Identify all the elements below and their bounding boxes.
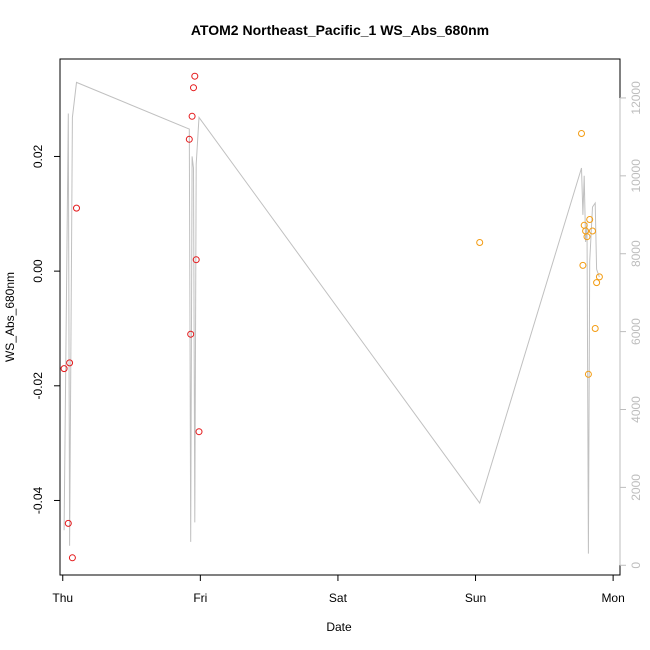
- points-layer: [60, 72, 603, 562]
- y-tick-label-3: 0.02: [31, 144, 45, 168]
- x-tick-label-mon: Mon: [601, 591, 624, 605]
- y2-tick-label-3: 6000: [629, 318, 643, 345]
- y2-tick-label-4: 8000: [629, 240, 643, 267]
- y-tick-label-0: -0.04: [31, 487, 45, 515]
- data-point-s0-5: [185, 135, 193, 143]
- x-tick-label-thu: Thu: [52, 591, 73, 605]
- data-point-s1-3: [580, 221, 588, 229]
- data-point-s1-6: [584, 370, 592, 378]
- data-point-s0-10: [192, 256, 200, 264]
- chart-title: ATOM2 Northeast_Pacific_1 WS_Abs_680nm: [191, 22, 489, 38]
- data-point-s1-11: [595, 273, 603, 281]
- depth-line: [63, 81, 600, 554]
- x-tick-label-sun: Sun: [465, 591, 486, 605]
- data-point-s0-1: [64, 519, 72, 527]
- data-point-s0-11: [195, 428, 203, 436]
- data-point-s0-0: [60, 365, 68, 373]
- x-tick-label-fri: Fri: [193, 591, 207, 605]
- data-point-s0-6: [187, 330, 195, 338]
- y2-tick-label-6: 12000: [629, 81, 643, 115]
- data-point-s1-10: [593, 279, 601, 287]
- data-point-s1-9: [591, 325, 599, 332]
- depth-line-layer: [63, 81, 600, 554]
- data-point-s0-2: [66, 359, 74, 367]
- x-axis: Thu Fri Sat Sun Mon: [52, 574, 625, 605]
- data-point-s1-7: [586, 216, 594, 223]
- y2-tick-label-2: 4000: [629, 396, 643, 423]
- y-tick-label-2: 0.00: [31, 259, 45, 283]
- data-point-s1-1: [578, 130, 585, 137]
- data-point-s1-5: [583, 233, 591, 241]
- data-point-s1-8: [589, 227, 596, 235]
- y2-tick-label-0: 0: [629, 562, 643, 569]
- data-point-s1-2: [579, 261, 587, 269]
- data-point-s0-7: [188, 112, 196, 120]
- data-point-s1-0: [476, 239, 484, 246]
- y-axis-left: -0.04 -0.02 0.00 0.02: [31, 144, 61, 515]
- data-point-s0-9: [191, 72, 199, 80]
- data-point-s0-4: [73, 204, 80, 212]
- y-axis-right: 0 2000 4000 6000 8000 10000 12000: [619, 81, 643, 569]
- y2-tick-label-5: 10000: [629, 159, 643, 193]
- data-point-s0-3: [68, 554, 76, 562]
- y2-tick-label-1: 2000: [629, 474, 643, 501]
- data-point-s0-8: [190, 84, 197, 92]
- y-axis-label: WS_Abs_680nm: [3, 272, 17, 362]
- y-tick-label-1: -0.02: [31, 372, 45, 400]
- x-axis-label: Date: [326, 620, 352, 634]
- x-tick-label-sat: Sat: [329, 591, 348, 605]
